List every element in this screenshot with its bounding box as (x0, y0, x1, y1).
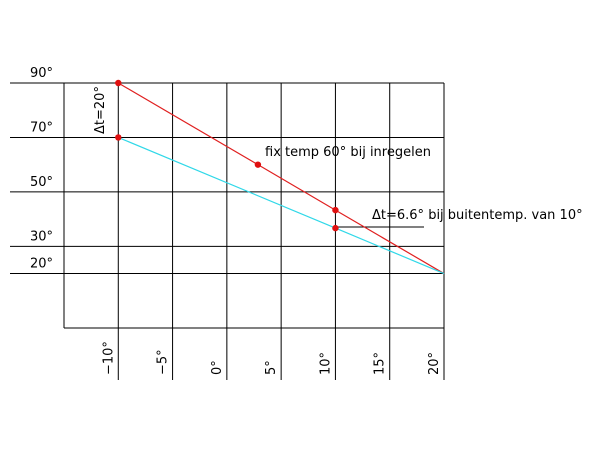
annotation: fix temp 60° bij inregelen (265, 145, 431, 160)
data-point (254, 161, 262, 168)
data-point (115, 79, 122, 87)
x-tick-label: 5° (264, 360, 279, 375)
x-tick-label: −10° (101, 341, 116, 375)
data-point (332, 206, 339, 214)
data-point (332, 224, 339, 232)
x-tick-label: 10° (318, 352, 333, 375)
series-line (117, 82, 445, 275)
y-tick-label: 70° (30, 120, 53, 135)
x-tick-label: 0° (210, 360, 225, 375)
y-tick-label: 30° (30, 229, 53, 244)
y-tick-label: 90° (30, 66, 53, 81)
x-tick-label: −5° (156, 349, 171, 375)
y-tick-label: 50° (30, 175, 53, 190)
annotation: Δt=20° (93, 86, 108, 134)
x-tick-label: 20° (427, 352, 442, 375)
annotation: Δt=6.6° bij buitentemp. van 10° (372, 208, 583, 223)
data-point (115, 134, 122, 141)
y-tick-label: 20° (30, 257, 53, 272)
x-tick-label: 15° (373, 352, 388, 375)
